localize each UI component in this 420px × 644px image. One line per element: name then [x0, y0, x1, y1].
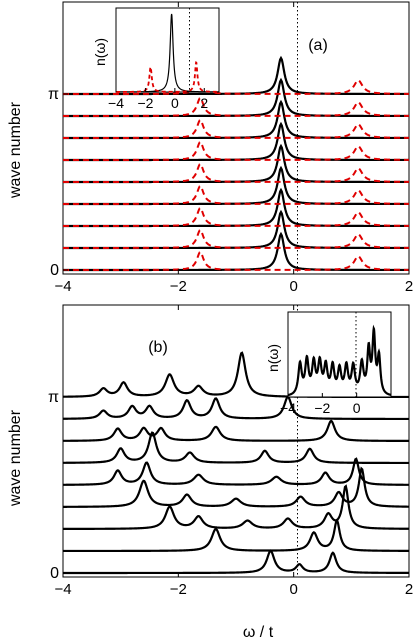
- panel-b-inset-curves: [287, 324, 392, 397]
- inset-curve-solid: [287, 324, 392, 397]
- curve-solid-2: [63, 187, 409, 228]
- curve-solid-3: [63, 165, 409, 206]
- x-tick-label: 2: [405, 278, 413, 295]
- inset-x-tick-label: 0: [171, 95, 179, 111]
- y-tick-label: 0: [50, 565, 59, 582]
- curve-dashed-6: [63, 118, 409, 139]
- curve-4: [63, 457, 409, 486]
- curve-dashed-3: [63, 184, 409, 205]
- curve-3: [63, 466, 410, 508]
- y-tick-label: π: [48, 389, 59, 406]
- curve-5: [63, 431, 409, 465]
- curve-dashed-1: [63, 228, 409, 249]
- y-tick-label: 0: [50, 262, 59, 279]
- panel-a-inset-ylabel: n(ω): [92, 38, 108, 66]
- panel-a-label: (a): [308, 37, 328, 54]
- inset-x-tick-label: 0: [353, 400, 361, 416]
- curve-dashed-8: [63, 74, 409, 95]
- panel-b: wave number −4 −2 0 2 0 π (b) −4 −2 0 n(ω): [7, 304, 413, 598]
- panel-a-inset-ticks: −4 −2 0 2: [108, 88, 208, 111]
- curve-solid-4: [63, 143, 409, 184]
- panel-a: wave number −4 −2 0 2 0 π (a) −4 −2 0 2 n(ω): [7, 1, 413, 295]
- y-tick-label: π: [48, 86, 59, 103]
- curve-solid-8: [63, 55, 409, 96]
- curve-1: [63, 518, 409, 553]
- x-tick-label: 0: [289, 278, 297, 295]
- panel-a-curves: [63, 55, 409, 272]
- inset-x-tick-label: −2: [137, 95, 153, 111]
- x-tick-label: 0: [289, 581, 297, 598]
- inset-x-tick-label: −4: [108, 95, 124, 111]
- curve-dashed-7: [63, 96, 409, 117]
- panel-a-ylabel: wave number: [7, 101, 24, 199]
- curve-2: [63, 484, 409, 531]
- x-tick-label: −2: [170, 278, 187, 295]
- panel-b-inset: −4 −2 0 n(ω): [265, 311, 392, 416]
- panel-b-ylabel: wave number: [7, 409, 24, 507]
- panel-a-ticks: −4 −2 0 2 0 π: [48, 2, 413, 295]
- curve-dashed-0: [63, 250, 409, 271]
- panel-b-curves: [62, 351, 410, 575]
- curve-dashed-4: [63, 162, 409, 183]
- panel-b-label: (b): [148, 339, 168, 356]
- curve-6: [62, 419, 409, 443]
- curve-0: [63, 549, 409, 575]
- panel-b-inset-ticks: −4 −2 0: [280, 393, 361, 416]
- panel-a-inset-curves: [116, 13, 220, 93]
- inset-curve-dashed: [116, 61, 220, 93]
- curve-solid-5: [63, 121, 409, 162]
- panel-b-inset-ylabel: n(ω): [265, 344, 281, 372]
- inset-x-tick-label: −4: [280, 400, 296, 416]
- curve-7: [62, 395, 409, 421]
- panel-b-ticks: −4 −2 0 2 0 π: [48, 305, 413, 598]
- curve-solid-1: [63, 209, 409, 250]
- curve-dashed-2: [63, 206, 409, 227]
- curve-solid-0: [63, 231, 409, 272]
- inset-x-tick-label: 2: [200, 95, 208, 111]
- x-tick-label: −2: [170, 581, 187, 598]
- x-tick-label: −4: [54, 581, 71, 598]
- x-axis-title: ω / t: [243, 624, 274, 641]
- x-tick-label: −4: [54, 278, 71, 295]
- inset-x-tick-label: −2: [314, 400, 330, 416]
- curve-dashed-5: [63, 140, 409, 161]
- panel-a-inset: −4 −2 0 2 n(ω): [92, 7, 220, 111]
- x-tick-label: 2: [405, 581, 413, 598]
